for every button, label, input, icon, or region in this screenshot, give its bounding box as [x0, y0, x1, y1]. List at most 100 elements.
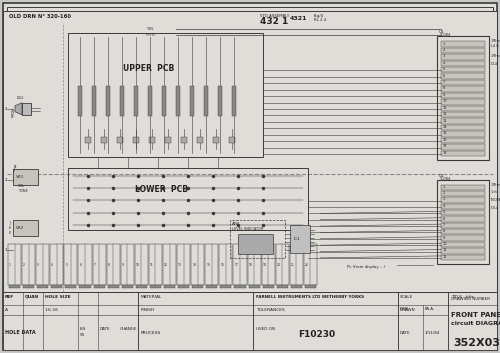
Text: U1: U1	[439, 174, 444, 178]
Text: DL4: DL4	[491, 62, 498, 66]
Text: 18: 18	[443, 151, 448, 155]
Bar	[441, 112, 485, 118]
Bar	[150, 285, 161, 288]
Text: f1g/4: f1g/4	[314, 14, 324, 18]
Bar	[441, 67, 485, 72]
Text: CHANGE: CHANGE	[120, 327, 138, 331]
Bar	[197, 137, 203, 143]
Bar	[441, 86, 485, 92]
Bar	[117, 137, 123, 143]
Text: ISS: ISS	[80, 327, 86, 331]
Bar	[206, 285, 218, 288]
Bar	[165, 137, 171, 143]
Text: 1MHz: 1MHz	[491, 54, 500, 58]
Text: OLD DRN N° 320-160: OLD DRN N° 320-160	[9, 14, 71, 19]
Text: J4: J4	[13, 165, 16, 169]
Text: J: J	[9, 221, 10, 225]
Text: 6: 6	[80, 263, 82, 267]
Bar	[106, 86, 110, 116]
Text: 17: 17	[443, 144, 448, 148]
Text: 16: 16	[220, 263, 224, 267]
Text: DRN: DRN	[400, 307, 409, 311]
Text: 2+: 2+	[11, 109, 16, 113]
Bar	[22, 244, 35, 285]
Text: 1MHz: 1MHz	[491, 183, 500, 187]
Bar	[68, 168, 308, 230]
Text: 3: 3	[443, 54, 446, 58]
Text: 16: 16	[443, 138, 448, 142]
Text: 11: 11	[443, 249, 448, 252]
Text: DATE: DATE	[400, 331, 410, 335]
Text: 1: 1	[9, 263, 11, 267]
Bar	[192, 285, 203, 288]
Bar	[441, 80, 485, 85]
Text: 20: 20	[276, 263, 280, 267]
Text: 6: 6	[443, 217, 446, 221]
Text: 4: 4	[443, 204, 446, 208]
Text: 4321: 4321	[290, 16, 307, 20]
Text: INCHES: INCHES	[491, 198, 500, 202]
Text: 12: 12	[443, 255, 448, 259]
Bar	[441, 210, 485, 215]
Text: 10: 10	[136, 263, 140, 267]
Bar	[122, 285, 133, 288]
Bar	[248, 244, 260, 285]
Text: IC1: IC1	[293, 237, 300, 241]
Text: L4 h: L4 h	[491, 44, 498, 48]
Bar	[64, 244, 78, 285]
Bar	[398, 292, 448, 350]
Bar	[441, 150, 485, 156]
Bar	[441, 61, 485, 66]
Bar	[262, 285, 274, 288]
Bar	[163, 244, 176, 285]
Text: VR1: VR1	[16, 175, 24, 179]
Bar	[441, 93, 485, 98]
Bar	[230, 220, 285, 258]
Text: QUAN: QUAN	[25, 295, 39, 299]
Bar	[23, 285, 34, 288]
Bar	[441, 41, 485, 47]
Text: 6: 6	[443, 74, 446, 78]
Text: E: E	[13, 169, 15, 173]
Bar	[8, 244, 21, 285]
Bar	[190, 86, 194, 116]
Bar	[101, 137, 107, 143]
Text: 9: 9	[122, 263, 124, 267]
Bar	[441, 255, 485, 260]
Text: 2: 2	[443, 191, 446, 195]
Text: L2: L2	[11, 112, 15, 116]
Text: 95: 95	[80, 333, 85, 337]
Polygon shape	[15, 103, 22, 115]
Text: 1: 1	[443, 185, 446, 189]
Text: 3: 3	[443, 197, 446, 202]
Text: (n+5): (n+5)	[146, 33, 156, 37]
Bar	[437, 180, 489, 264]
Text: 3: 3	[37, 263, 39, 267]
Text: 352X0366: 352X0366	[453, 338, 500, 348]
Bar	[78, 244, 92, 285]
Text: 3: 3	[5, 107, 8, 111]
Bar	[441, 185, 485, 190]
Text: 21: 21	[291, 263, 294, 267]
Text: FRONT PANEL: FRONT PANEL	[451, 312, 500, 318]
Text: E: E	[9, 231, 11, 235]
Text: 10: 10	[443, 99, 448, 103]
Text: RL 2.4: RL 2.4	[314, 18, 326, 22]
Text: 15: 15	[443, 131, 448, 136]
Text: U1: U1	[439, 30, 444, 34]
Text: 9: 9	[443, 236, 446, 240]
Text: USED ON: USED ON	[256, 327, 275, 331]
Bar	[181, 137, 187, 143]
Text: 7: 7	[443, 80, 446, 84]
Text: 12: 12	[164, 263, 168, 267]
Bar	[290, 225, 310, 253]
Bar	[3, 292, 138, 350]
Text: 14: 14	[192, 263, 196, 267]
Bar	[441, 138, 485, 143]
Bar	[220, 285, 232, 288]
Text: 19: 19	[262, 263, 266, 267]
Bar	[13, 169, 38, 185]
Bar	[234, 285, 246, 288]
Bar	[68, 34, 263, 157]
Text: 13: 13	[178, 263, 182, 267]
